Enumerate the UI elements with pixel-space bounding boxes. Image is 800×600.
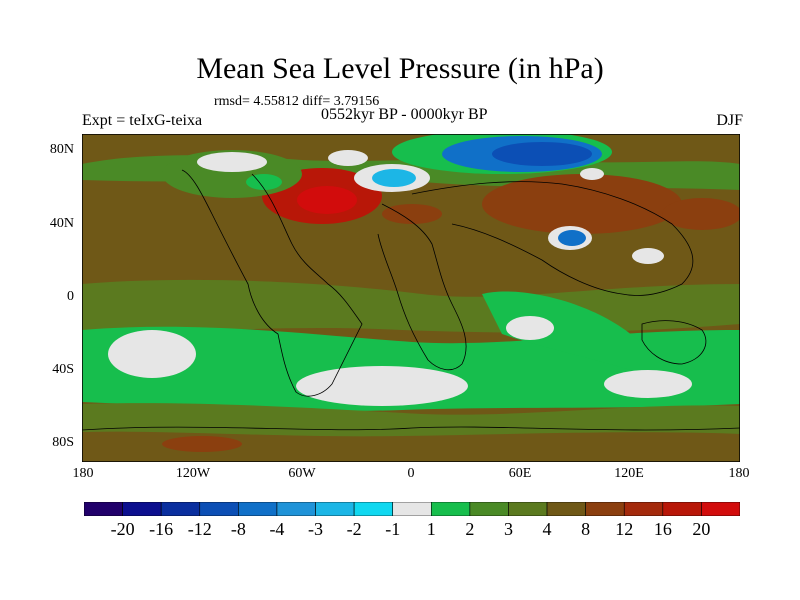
colorbar-box: [199, 502, 239, 516]
colorbar-label: 8: [581, 519, 591, 539]
colorbar-label: 20: [692, 519, 711, 539]
lon-tick-120w: 120W: [175, 466, 211, 481]
colorbar-box: [122, 502, 162, 516]
eurasia-coast: [411, 181, 694, 296]
canada-white: [197, 152, 267, 172]
colorbar-box: [662, 502, 702, 516]
antarctica-coast: [82, 426, 740, 431]
period-label: 0552kyr BP - 0000kyr BP: [321, 106, 488, 123]
colorbar-label: -3: [308, 519, 324, 539]
scandinavia-cyan: [372, 169, 416, 187]
lon-tick-120e: 120E: [614, 466, 644, 481]
east-asia-white: [632, 248, 664, 264]
greenland-white: [328, 150, 368, 166]
colorbar-boxes: [84, 502, 740, 516]
colorbar-label: -2: [346, 519, 362, 539]
colorbar-label: 2: [465, 519, 475, 539]
canada-green: [246, 174, 282, 190]
australia-coast: [641, 320, 707, 365]
colorbar-label: -4: [269, 519, 285, 539]
colorbar-box: [392, 502, 432, 516]
colorbar-box: [508, 502, 548, 516]
colorbar-label: 1: [426, 519, 436, 539]
eurasia-positive: [482, 174, 682, 234]
colorbar-box: [430, 502, 471, 516]
colorbar: [84, 502, 740, 516]
colorbar-box: [84, 502, 123, 516]
pressure-map: [82, 134, 740, 462]
colorbar-box: [585, 502, 625, 516]
colorbar-box: [623, 502, 664, 516]
siberia-dark-blue: [492, 142, 592, 166]
lat-tick-40n: 40N: [49, 216, 74, 231]
colorbar-box: [546, 502, 586, 516]
colorbar-box: [701, 502, 740, 516]
colorbar-label: -16: [149, 519, 174, 539]
lon-tick-180w: 180: [72, 466, 94, 481]
north-atlantic-high-inner: [297, 186, 357, 214]
lat-tick-80n: 80N: [49, 142, 74, 157]
indian-ocean-green: [482, 291, 642, 374]
colorbar-label: 12: [615, 519, 634, 539]
lon-tick-0: 0: [407, 466, 415, 481]
lon-tick-60w: 60W: [288, 466, 316, 481]
americas-coast: [181, 169, 363, 397]
siberia-white-patch: [580, 168, 604, 180]
colorbar-box: [238, 502, 278, 516]
coastlines: [82, 169, 740, 431]
colorbar-label: -20: [110, 519, 135, 539]
south-pacific-white: [108, 330, 196, 378]
colorbar-label: -8: [230, 519, 246, 539]
season-label: DJF: [716, 112, 743, 129]
experiment-label: Expt = teIxG-teixa: [82, 112, 203, 129]
indian-ocean-white: [506, 316, 554, 340]
colorbar-box: [315, 502, 355, 516]
south-indian-white: [604, 370, 692, 398]
colorbar-label: 16: [653, 519, 672, 539]
atlantic-positive: [382, 204, 442, 224]
colorbar-box: [276, 502, 316, 516]
pacific-positive: [662, 198, 740, 230]
colorbar-box: [469, 502, 509, 516]
tibet-blue: [558, 230, 586, 246]
figure-title: Mean Sea Level Pressure (in hPa): [196, 52, 604, 85]
africa-coast: [377, 203, 467, 371]
lat-tick-0: 0: [67, 289, 74, 304]
lat-tick-40s: 40S: [52, 362, 74, 377]
stats-label: rmsd= 4.55812 diff= 3.79156: [214, 94, 380, 109]
lon-tick-180e: 180: [728, 466, 750, 481]
lat-tick-80s: 80S: [52, 435, 74, 450]
colorbar-box: [160, 502, 201, 516]
colorbar-label: -1: [385, 519, 401, 539]
lon-tick-60e: 60E: [508, 466, 532, 481]
colorbar-label: 4: [542, 519, 552, 539]
colorbar-label: 3: [503, 519, 513, 539]
south-atlantic-white: [296, 366, 468, 406]
colorbar-label: -12: [187, 519, 212, 539]
colorbar-box: [353, 502, 394, 516]
antarctic-positive: [162, 436, 242, 452]
